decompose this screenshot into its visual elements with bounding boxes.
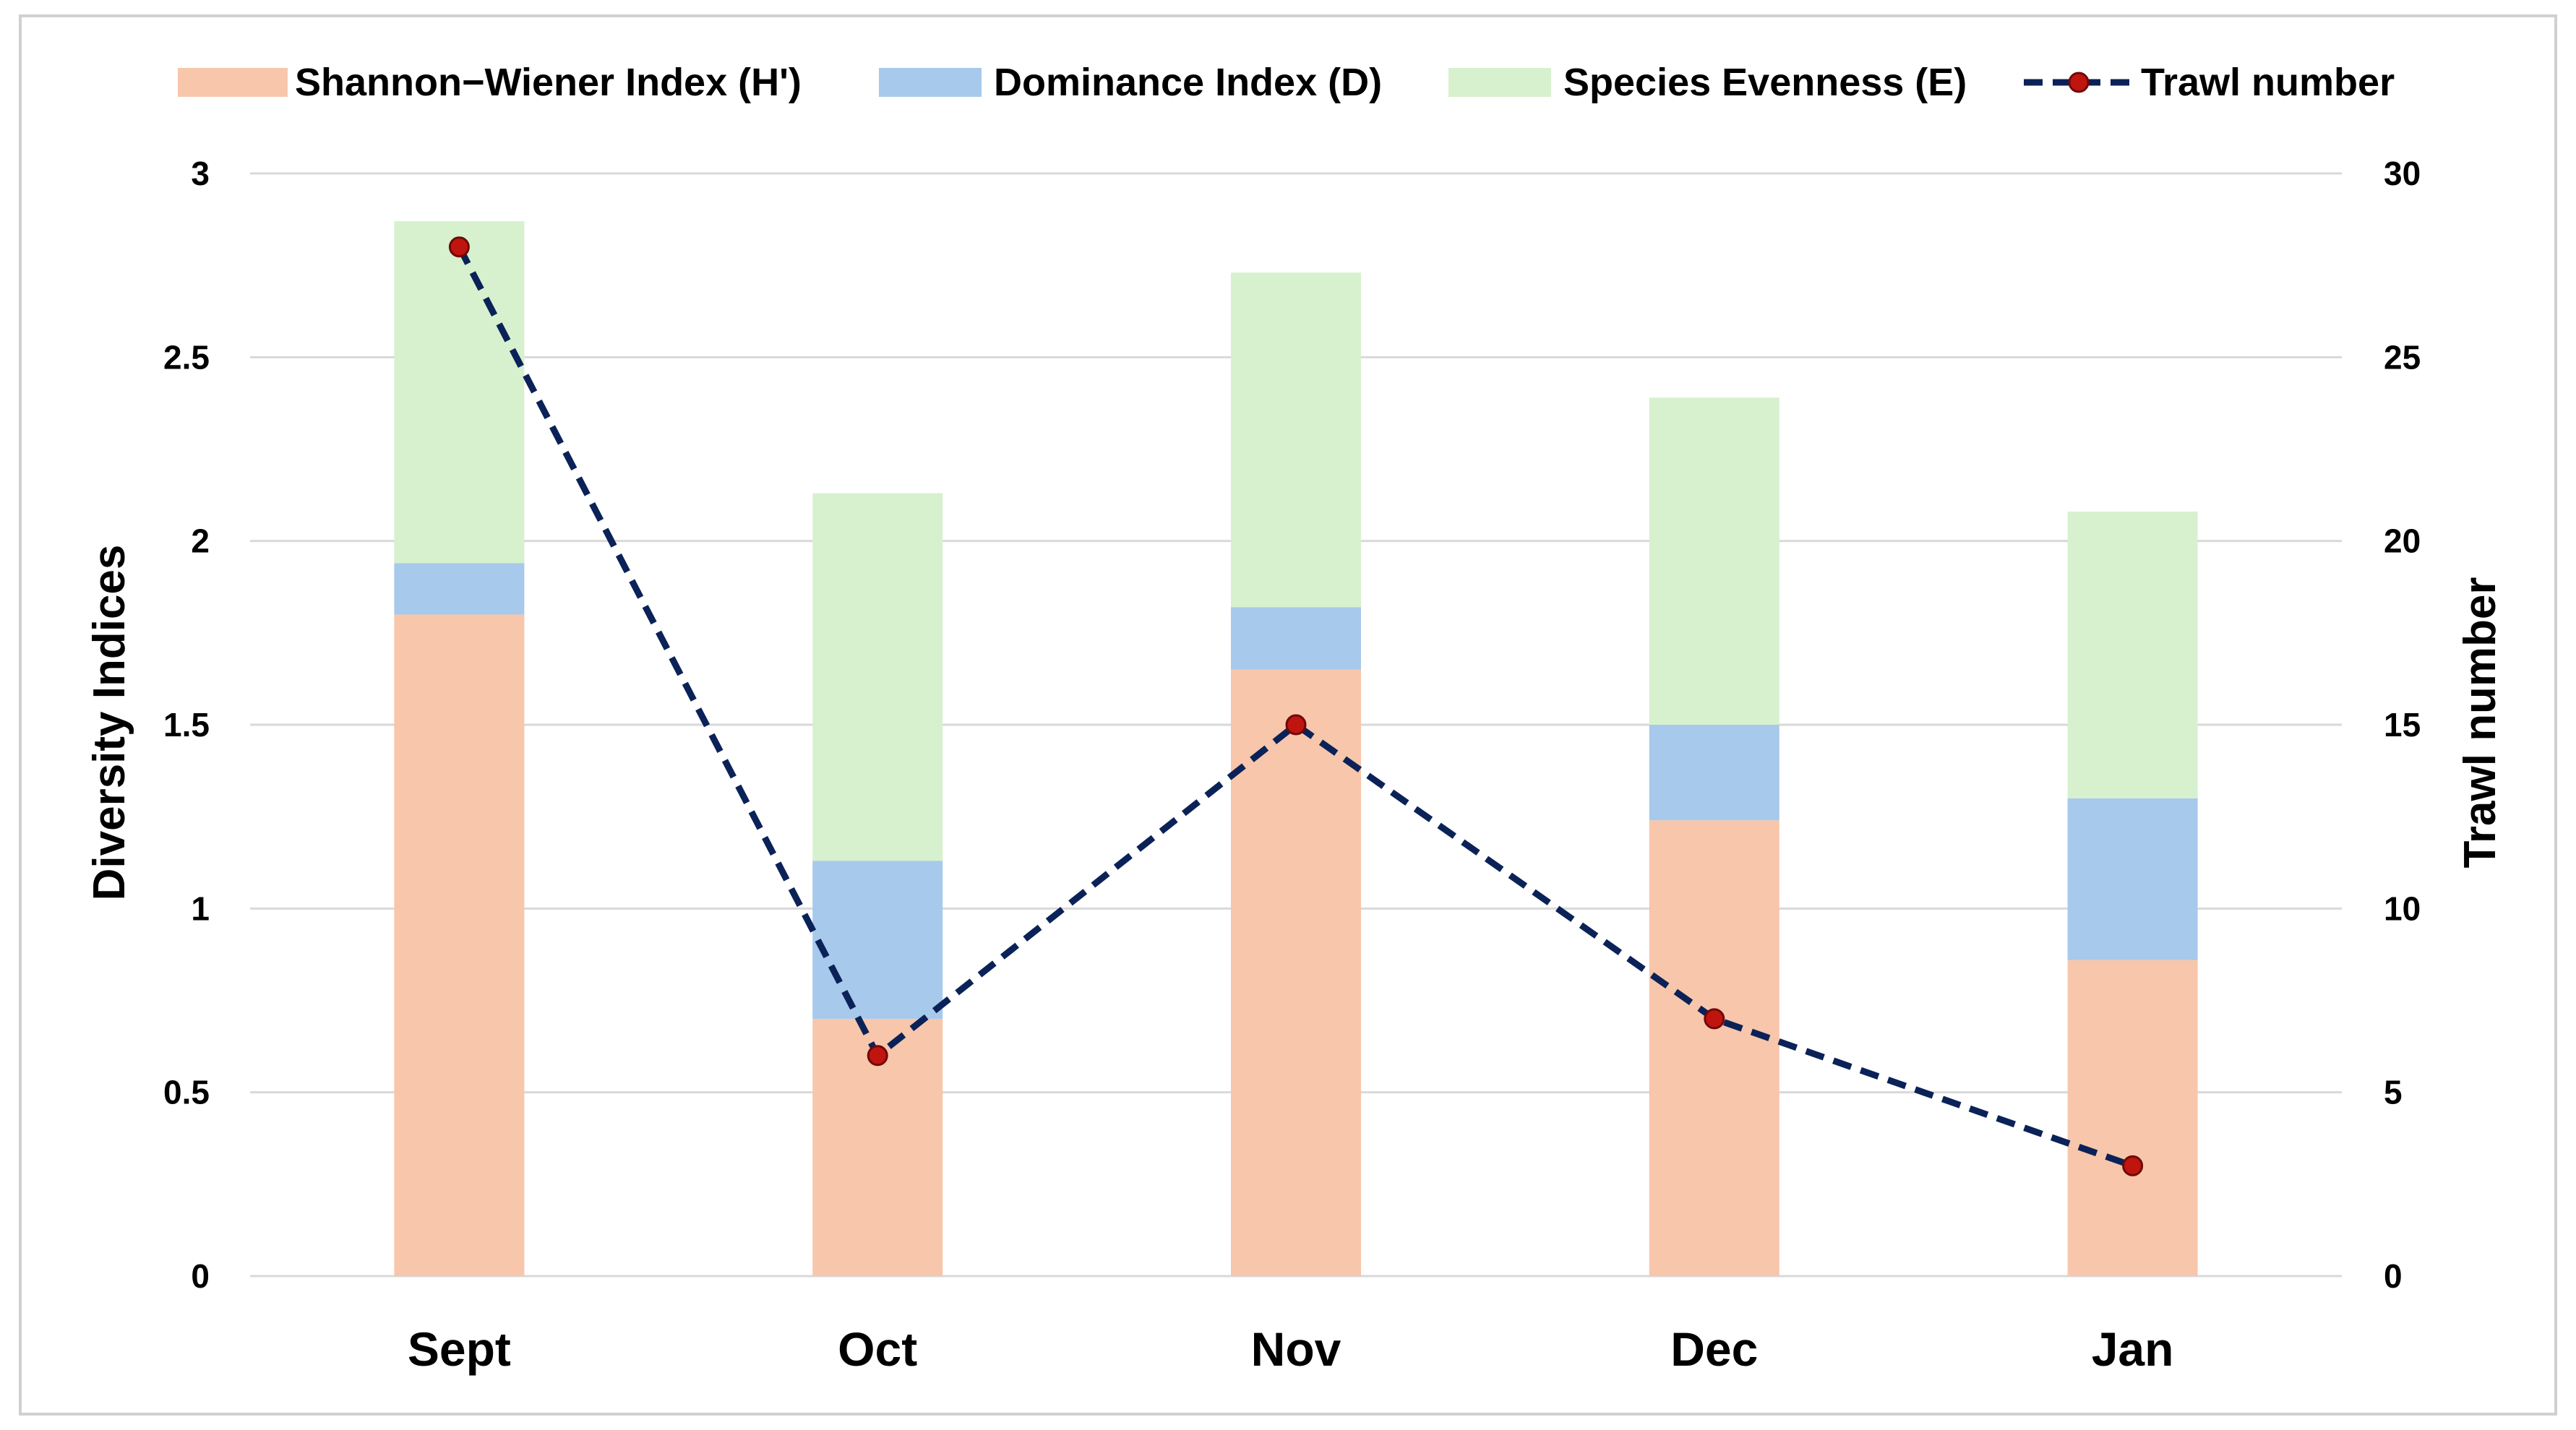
y2-axis-ticks: 0 5 10 15 20 25 30 [2384, 155, 2421, 1295]
x-axis-ticks: Sept Oct Nov Dec Jan [408, 1322, 2174, 1376]
bar-shannon-sept [394, 614, 525, 1276]
x-tick-label: Nov [1251, 1322, 1341, 1376]
x-tick-label: Dec [1670, 1322, 1758, 1376]
y2-tick-label: 30 [2384, 155, 2421, 192]
bar-evenness-jan [2067, 511, 2198, 798]
x-tick-label: Oct [838, 1322, 917, 1376]
legend-swatch-dominance [879, 68, 982, 97]
bar-evenness-dec [1649, 397, 1779, 725]
bar-evenness-oct [812, 493, 943, 861]
bar-dominance-nov [1231, 607, 1361, 670]
trawl-point-oct [867, 1045, 888, 1067]
bar-dominance-jan [2067, 798, 2198, 960]
y-tick-label: 0 [191, 1257, 210, 1295]
legend-swatch-evenness [1448, 68, 1551, 97]
bar-shannon-nov [1231, 669, 1361, 1276]
y2-tick-label: 25 [2384, 338, 2421, 376]
y2-tick-label: 15 [2384, 706, 2421, 744]
legend-label-evenness: Species Evenness (E) [1563, 61, 1967, 104]
legend-label-trawl: Trawl number [2141, 61, 2395, 104]
legend: Shannon−Wiener Index (H') Dominance Inde… [178, 61, 2395, 104]
y-tick-label: 0.5 [163, 1074, 210, 1111]
x-tick-label: Sept [408, 1322, 511, 1376]
trawl-line [448, 236, 2144, 1176]
trawl-point-nov [1285, 714, 1307, 736]
y-tick-label: 3 [191, 155, 210, 192]
legend-label-dominance: Dominance Index (D) [994, 61, 1382, 104]
y-tick-label: 1 [191, 890, 210, 927]
y2-tick-label: 20 [2384, 522, 2421, 560]
bar-dominance-dec [1649, 725, 1779, 821]
trawl-point-jan [2122, 1155, 2144, 1176]
trawl-point-dec [1704, 1008, 1725, 1030]
bar-dominance-oct [812, 861, 943, 1019]
trawl-point-sept [448, 236, 470, 258]
legend-swatch-shannon [178, 68, 288, 97]
y2-axis-title: Trawl number [2455, 577, 2505, 868]
legend-label-shannon: Shannon−Wiener Index (H') [295, 61, 802, 104]
y-axis-ticks: 0 0.5 1 1.5 2 2.5 3 [163, 155, 210, 1295]
bars [394, 221, 2198, 1276]
y2-tick-label: 5 [2384, 1074, 2403, 1111]
bar-dominance-sept [394, 563, 525, 615]
legend-swatch-trawl-marker [2068, 72, 2090, 93]
y-tick-label: 1.5 [163, 706, 210, 744]
y2-tick-label: 10 [2384, 890, 2421, 927]
y-tick-label: 2 [191, 522, 210, 560]
y-tick-label: 2.5 [163, 338, 210, 376]
bar-evenness-nov [1231, 272, 1361, 608]
y-axis-title: Diversity Indices [85, 545, 134, 901]
bar-shannon-dec [1649, 820, 1779, 1276]
y2-tick-label: 0 [2384, 1257, 2403, 1295]
x-tick-label: Jan [2092, 1322, 2174, 1376]
bar-evenness-sept [394, 221, 525, 564]
bar-shannon-jan [2067, 960, 2198, 1276]
